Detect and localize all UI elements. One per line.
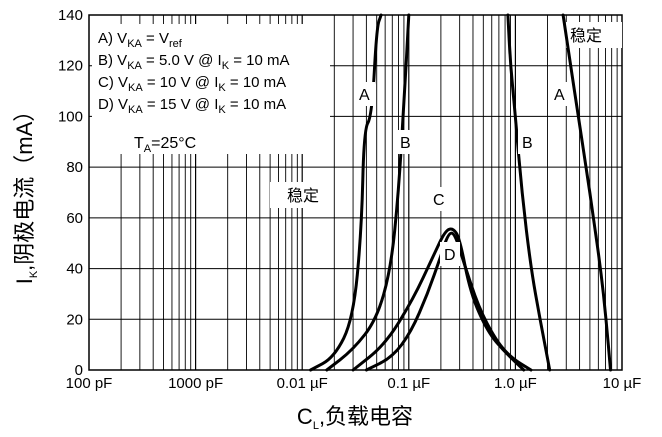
condition-suffix: = 10 mA <box>229 52 289 69</box>
curve-label-b-right: B <box>522 135 533 152</box>
y-tick-label: 140 <box>58 7 83 24</box>
curve-label-bg <box>550 82 570 106</box>
y-tick-label: 20 <box>66 311 83 328</box>
curve-label-bg <box>355 82 375 106</box>
curve-d <box>364 231 533 372</box>
condition-suffix: = 10 mA <box>226 96 286 113</box>
temperature-prefix: T <box>134 135 144 152</box>
stable-label-right-bg <box>566 22 622 48</box>
y-axis-title-rest: ,阴极电流（mA） <box>12 100 37 271</box>
condition-sub: KA <box>128 82 143 94</box>
y-tick-label: 80 <box>66 159 83 176</box>
x-tick-label: 0.1 µF <box>387 375 430 392</box>
y-tick-label: 60 <box>66 210 83 227</box>
curve-label-bg <box>396 130 416 154</box>
temperature-label: TA=25°C <box>134 135 196 155</box>
condition-sub2: K <box>222 60 230 72</box>
curve-label-d: D <box>444 247 456 264</box>
curve-label-a-right: A <box>554 87 565 104</box>
curve-b <box>506 13 552 372</box>
condition-prefix: C) V <box>98 74 128 91</box>
condition-sub: KA <box>127 38 142 50</box>
x-axis-title-sub: L <box>313 420 319 432</box>
condition-sub2: K <box>218 82 226 94</box>
x-tick-label: 1.0 µF <box>494 375 537 392</box>
condition-line: D) VKA = 15 V @ IK = 10 mA <box>98 96 286 116</box>
y-axis-title-sub: K <box>28 270 40 278</box>
condition-mid: = 10 V @ I <box>143 74 219 91</box>
condition-suffix: = 10 mA <box>226 74 286 91</box>
x-tick-labels: 100 pF 1000 pF 0.01 µF 0.1 µF 1.0 µF 10 µF <box>66 375 642 392</box>
y-tick-label: 120 <box>58 58 83 75</box>
stable-label-left: 稳定 <box>287 187 319 205</box>
stable-label-left-bg <box>270 182 332 208</box>
condition-line: C) VKA = 10 V @ IK = 10 mA <box>98 74 286 94</box>
stable-label-right: 稳定 <box>570 27 602 45</box>
y-tick-label: 100 <box>58 108 83 125</box>
x-axis-title-main: C <box>297 404 313 429</box>
curve-a <box>561 13 612 372</box>
condition-mid: = 15 V @ I <box>143 96 219 113</box>
curve-label-a-left: A <box>359 87 370 104</box>
curve-label-bg <box>429 187 449 211</box>
curve-label-c: C <box>433 192 445 209</box>
condition-prefix: A) V <box>98 30 127 47</box>
x-tick-label: 10 µF <box>603 375 642 392</box>
x-tick-label: 0.01 µF <box>277 375 328 392</box>
x-tick-label: 1000 pF <box>168 375 223 392</box>
condition-prefix: B) V <box>98 52 127 69</box>
x-tick-label: 100 pF <box>66 375 113 392</box>
curve-c <box>351 227 526 372</box>
condition-mid: = V <box>142 30 169 47</box>
curve-label-b-left: B <box>400 135 411 152</box>
condition-line: B) VKA = 5.0 V @ IK = 10 mA <box>98 52 290 72</box>
condition-sub: KA <box>127 60 142 72</box>
y-tick-labels: 0 20 40 60 80 100 120 140 <box>58 7 83 379</box>
x-axis-title: CL,负载电容 <box>297 404 413 432</box>
conditions-box-bg <box>92 24 330 154</box>
curves <box>309 13 612 372</box>
condition-sub2: ref <box>169 38 183 50</box>
curve-a <box>309 13 383 372</box>
curve-label-bg <box>440 242 460 266</box>
y-tick-label: 0 <box>75 362 83 379</box>
temperature-suffix: =25°C <box>151 135 196 152</box>
curve-b <box>325 13 411 372</box>
y-axis-title-main: I <box>12 278 37 284</box>
curve-label-bg <box>518 130 538 154</box>
x-axis-title-rest: ,负载电容 <box>319 404 413 429</box>
y-tick-label: 40 <box>66 261 83 278</box>
condition-sub2: K <box>218 104 226 116</box>
condition-line: A) VKA = Vref <box>98 30 183 50</box>
condition-prefix: D) V <box>98 96 128 113</box>
condition-sub: KA <box>128 104 143 116</box>
curve-labels: A A B B C D <box>355 82 570 266</box>
y-axis-title: IK,阴极电流（mA） <box>12 100 40 285</box>
condition-mid: = 5.0 V @ I <box>142 52 222 69</box>
temperature-sub: A <box>144 143 152 155</box>
